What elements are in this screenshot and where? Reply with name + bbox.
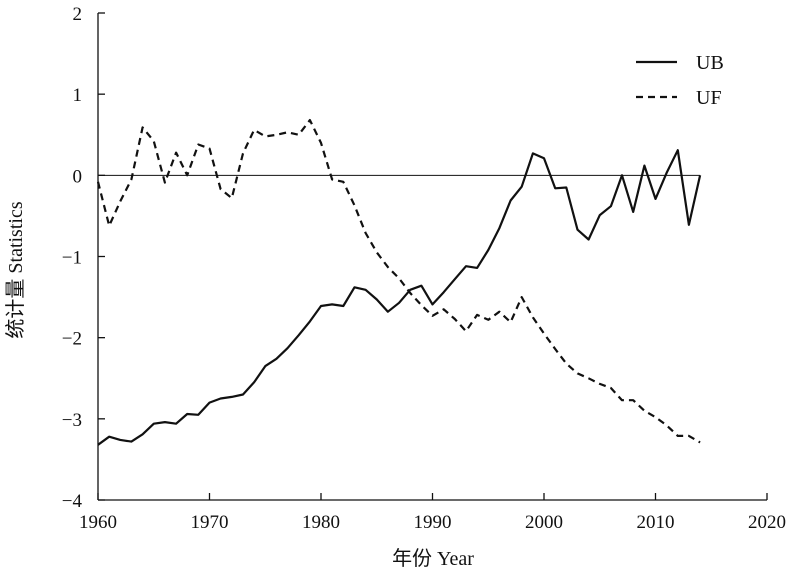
y-tick-label: −2 (62, 329, 82, 350)
legend: UB UF (636, 52, 724, 109)
y-tick-label: −3 (62, 410, 82, 431)
x-tick-label: 1970 (191, 512, 229, 533)
legend-label-ub: UB (696, 52, 724, 74)
x-tick-label: 1990 (414, 512, 452, 533)
y-tick-label: 1 (73, 85, 83, 106)
series-line-uf (96, 118, 701, 444)
x-tick-label: 2020 (748, 512, 786, 533)
x-tick-label: 2010 (637, 512, 675, 533)
plot-frame (97, 13, 767, 501)
series-layer (96, 118, 702, 446)
legend-label-uf: UF (696, 87, 722, 109)
x-tick-label: 2000 (525, 512, 563, 533)
y-axis-title: 统计量 Statistics (4, 201, 27, 338)
series-line-ub (97, 149, 702, 446)
y-tick-label: −4 (62, 491, 83, 512)
y-tick-label: −1 (62, 248, 82, 269)
x-tick-label: 1960 (79, 512, 117, 533)
y-tick-label: 0 (73, 166, 83, 187)
x-axis-title: 年份 Year (392, 547, 474, 570)
y-tick-label: 2 (73, 4, 83, 25)
x-tick-label: 1980 (302, 512, 340, 533)
x-axis: 1960 1970 1980 1990 2000 2010 2020 (79, 493, 786, 533)
